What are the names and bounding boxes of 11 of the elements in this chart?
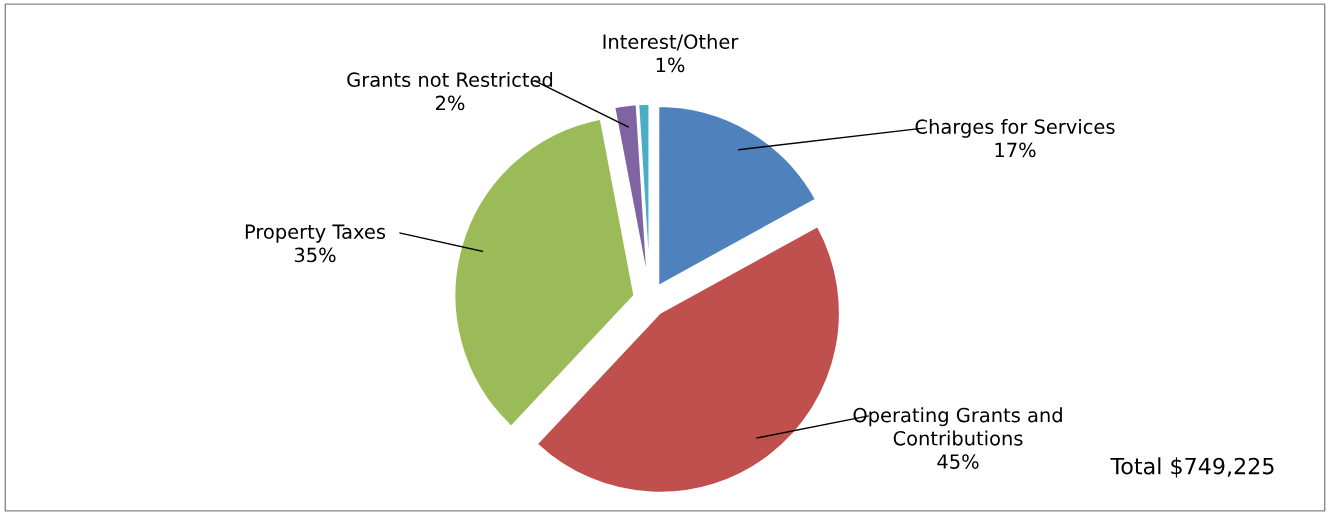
data-label: 2% xyxy=(436,95,465,111)
slice-label: Property Taxes xyxy=(245,224,386,243)
slice-label: Interest/Other xyxy=(603,33,739,51)
data-label: 17% xyxy=(995,142,1036,158)
data-label: 35% xyxy=(294,247,336,263)
data-label: 45% xyxy=(937,454,979,469)
text: Total $749,225 xyxy=(1110,457,1274,478)
slice-label: Charges for Services xyxy=(915,118,1115,138)
slice-label: Operating Grants and Contributions xyxy=(853,407,1062,446)
slice-label: Grants not Restricted xyxy=(347,71,553,88)
data-label: 1% xyxy=(656,57,685,73)
